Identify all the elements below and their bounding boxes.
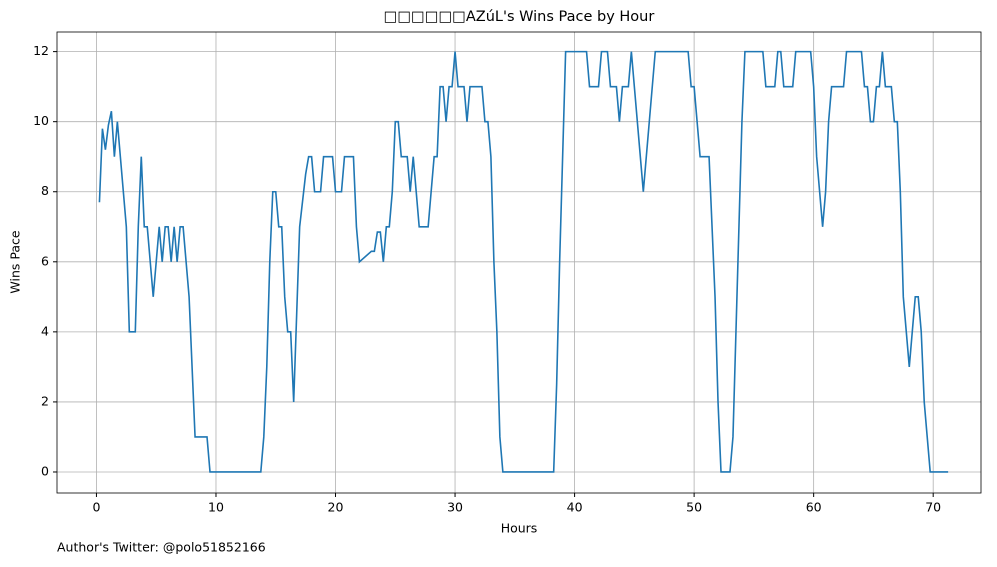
x-tick-label: 10 — [208, 500, 224, 515]
data-line — [98, 50, 949, 473]
annotation: Author's Twitter: @polo51852166 — [57, 540, 266, 555]
y-tick-label: 8 — [41, 183, 49, 198]
y-tick-label: 10 — [33, 113, 49, 128]
x-tick-label: 40 — [567, 500, 583, 515]
plot-frame — [56, 31, 982, 494]
x-tick-label: 20 — [328, 500, 344, 515]
y-tick-label: 6 — [41, 253, 49, 268]
y-tick-label: 4 — [41, 323, 49, 338]
x-tick-label: 0 — [92, 500, 100, 515]
chart-title: □□□□□□AZúL's Wins Pace by Hour — [384, 9, 655, 25]
x-axis-label: Hours — [501, 521, 538, 536]
x-tick-label: 50 — [686, 500, 702, 515]
y-tick-label: 2 — [41, 393, 49, 408]
x-tick-label: 60 — [806, 500, 822, 515]
y-tick-label: 0 — [41, 463, 49, 478]
x-tick-label: 70 — [925, 500, 941, 515]
y-tick-label: 12 — [33, 43, 49, 58]
y-axis-label: Wins Pace — [8, 230, 23, 293]
x-tick-label: 30 — [447, 500, 463, 515]
